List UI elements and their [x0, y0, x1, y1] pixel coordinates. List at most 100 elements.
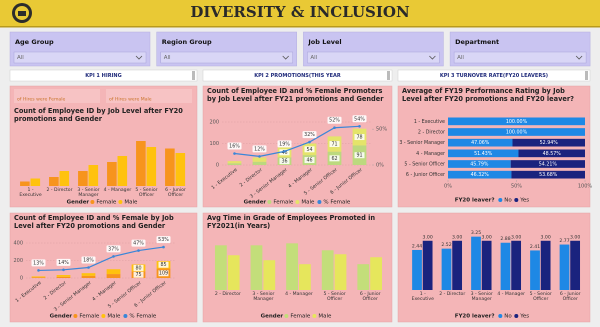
legend-title: Gender	[67, 200, 90, 206]
bar	[441, 248, 452, 290]
slicer-chevron	[429, 55, 436, 60]
line-point	[283, 150, 286, 153]
x-tick-label: 2 - Director	[214, 292, 241, 297]
slicer-label: Age Group	[15, 38, 54, 46]
data-label: 46	[306, 158, 312, 164]
y-tick-label: 400	[13, 241, 23, 247]
data-label-bg	[106, 245, 121, 253]
bar	[107, 162, 117, 186]
slicer-dropdown[interactable]	[160, 51, 293, 64]
y-tick-label: 0	[216, 163, 219, 169]
data-label: 3.25	[471, 230, 481, 236]
data-label: 78	[356, 135, 362, 141]
legend-swatch	[514, 314, 519, 318]
legend-swatch	[514, 198, 519, 202]
legend-swatch	[123, 314, 128, 318]
bar	[559, 244, 570, 290]
data-label-bg	[354, 134, 365, 141]
data-label: 3.00	[541, 234, 551, 240]
line-point	[333, 126, 336, 130]
kpi-tab[interactable]	[397, 69, 591, 82]
data-label-bg	[329, 155, 340, 162]
y-tick-label: 1 - Executive	[414, 119, 445, 125]
legend-label: Male	[107, 314, 121, 320]
bar-segment	[227, 163, 242, 165]
legend-title: Gender	[50, 314, 73, 320]
data-label-bg	[327, 116, 342, 124]
bar	[570, 240, 581, 290]
data-label: 91	[356, 153, 362, 159]
x-tick-label: 3 - Senior Manager	[470, 292, 493, 303]
bar-segment	[56, 275, 71, 277]
kpi-card-label: of Hires were Male	[109, 97, 152, 103]
x-tick-label: 6 - Junior Officer	[359, 292, 381, 303]
data-label: 109	[159, 271, 168, 277]
x-tick-label: 3 - Senior Manager	[77, 188, 100, 199]
legend-label: Male	[301, 200, 315, 206]
data-label: 3.00	[511, 234, 521, 240]
legend-label: No	[504, 198, 512, 204]
bar	[136, 141, 146, 186]
slicer-dropdown[interactable]	[13, 51, 147, 64]
legend-swatch	[284, 314, 289, 318]
data-label: 53%	[158, 237, 169, 243]
chart-title: Count of Employee ID and % Female Promot…	[207, 87, 384, 103]
data-label-bg	[81, 256, 96, 264]
data-label-bg	[133, 271, 144, 278]
data-label: 52.94%	[540, 140, 559, 146]
legend-swatch	[101, 314, 106, 318]
kpi-tab-scroll	[192, 71, 195, 80]
data-label: 85	[160, 262, 166, 268]
data-label: 47.06%	[471, 140, 490, 146]
slicer-value: All	[457, 55, 464, 61]
legend-label: Female	[79, 314, 100, 320]
bar-segment	[518, 149, 585, 158]
bar	[250, 245, 263, 290]
data-label: 2.77	[559, 238, 569, 244]
bar	[530, 250, 540, 290]
data-label: 100.00%	[506, 130, 528, 136]
slicer-dropdown[interactable]	[453, 51, 587, 64]
x-tick-label: 2 - Director	[46, 188, 73, 193]
bar-segment	[31, 276, 46, 278]
chart-title: Count of Employee ID by Job Level after …	[14, 107, 183, 123]
legend-label: Yes	[519, 314, 529, 320]
kpi-tab-label: KPI 3 TURNOVER RATE(FY20 LEAVERS)	[440, 73, 548, 79]
data-label-bg	[156, 236, 171, 244]
kpi-tab[interactable]	[202, 69, 393, 82]
data-label-bg	[354, 152, 365, 159]
legend-title: Gender	[244, 200, 267, 206]
legend-label: Male	[124, 200, 138, 206]
legend-swatch	[73, 314, 78, 318]
slicer-chevron	[135, 55, 143, 60]
line-point	[358, 125, 361, 128]
slicer-chevron	[282, 55, 289, 60]
line-point	[87, 266, 90, 269]
bar	[286, 243, 298, 290]
bar-segment	[227, 161, 242, 164]
legend-label: % Female	[129, 314, 156, 320]
bar-segment	[448, 128, 585, 136]
line	[234, 125, 360, 158]
bar-segment	[511, 170, 585, 179]
legend-swatch	[90, 200, 95, 204]
panel	[9, 85, 198, 208]
data-label: 32%	[304, 132, 315, 138]
bar	[146, 147, 157, 186]
chart-title: Avg Time in Grade of Employees Promoted …	[207, 214, 376, 230]
bar	[412, 249, 422, 290]
data-label-bg	[56, 258, 71, 266]
kpi-tab[interactable]	[9, 69, 198, 82]
kpi-tab-label: KPI 1 HIRING	[85, 73, 121, 79]
kpi-tab-label: KPI 2 PROMOTIONS(THIS YEAR	[254, 73, 341, 79]
data-label-bg	[329, 141, 340, 148]
data-label: 53.68%	[539, 172, 558, 178]
data-label-bg	[158, 270, 169, 277]
bar-segment	[31, 277, 46, 278]
bar-segment	[448, 170, 512, 179]
slicer-dropdown[interactable]	[307, 51, 440, 64]
bar	[500, 242, 511, 290]
data-label: 3.00	[452, 234, 462, 240]
line-point	[137, 249, 140, 252]
data-label: 46	[281, 150, 287, 156]
